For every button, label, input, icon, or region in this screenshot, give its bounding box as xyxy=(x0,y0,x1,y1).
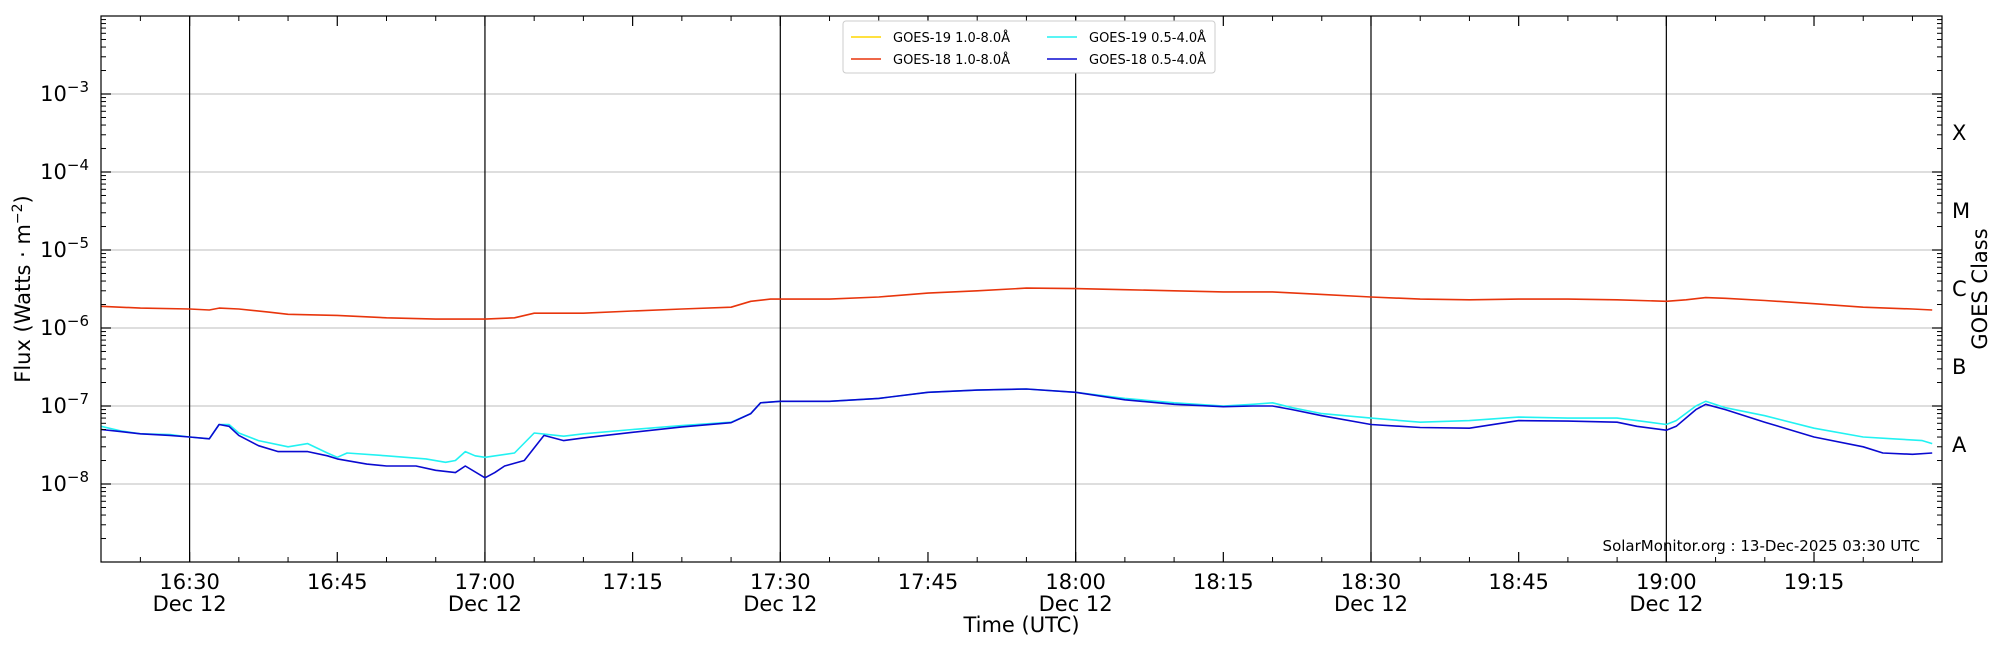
y-tick-label: 10−8 xyxy=(40,468,89,496)
legend-label: GOES-18 0.5-4.0Å xyxy=(1089,52,1206,68)
y-tick-label: 10−5 xyxy=(40,234,89,262)
x-tick-time-label: 18:15 xyxy=(1193,570,1254,594)
x-tick-time-label: 16:45 xyxy=(307,570,368,594)
series-layer xyxy=(100,287,1933,479)
y-tick-base: 10 xyxy=(40,82,67,106)
y-axis-title: Flux (Watts · m−2) xyxy=(10,195,35,383)
goes-class-B: B xyxy=(1952,355,1966,379)
y-tick-label: 10−7 xyxy=(40,390,89,418)
y-axis-title-main: Flux (Watts · m xyxy=(11,224,35,383)
legend-label: GOES-19 0.5-4.0Å xyxy=(1089,30,1206,46)
y-tick-base: 10 xyxy=(40,472,67,496)
y-ticks: 10−810−710−610−510−410−3 xyxy=(40,19,1942,540)
legend-box xyxy=(842,20,1216,74)
legend-label: GOES-19 1.0-8.0Å xyxy=(893,30,1010,46)
x-tick-date-label: Dec 12 xyxy=(448,592,522,616)
x-tick-date-label: Dec 12 xyxy=(1039,592,1113,616)
grid-layer xyxy=(101,93,1942,485)
y-tick-exponent: −6 xyxy=(67,312,89,330)
credit-text: SolarMonitor.org : 13-Dec-2025 03:30 UTC xyxy=(1603,537,1920,555)
y-tick-base: 10 xyxy=(40,316,67,340)
goes-class-labels: A B C M X xyxy=(1952,121,1970,457)
x-tick-time-label: 17:30 xyxy=(750,570,811,594)
legend-label: GOES-18 1.0-8.0Å xyxy=(893,52,1010,68)
goes-class-M: M xyxy=(1952,199,1970,223)
date-vlines xyxy=(189,16,1667,562)
x-tick-time-label: 17:00 xyxy=(455,570,516,594)
y-tick-base: 10 xyxy=(40,394,67,418)
y-tick-exponent: −3 xyxy=(67,78,89,96)
x-tick-time-label: 16:30 xyxy=(159,570,220,594)
y-tick-label: 10−4 xyxy=(40,156,89,184)
y-tick-base: 10 xyxy=(40,238,67,262)
x-tick-time-label: 18:30 xyxy=(1341,570,1402,594)
x-axis-title: Time (UTC) xyxy=(962,613,1079,637)
x-tick-time-label: 18:00 xyxy=(1045,570,1106,594)
plot-frame xyxy=(100,15,1943,563)
x-tick-date-label: Dec 12 xyxy=(1334,592,1408,616)
y-tick-exponent: −7 xyxy=(67,390,89,408)
series-line-goes-18-1-0-8-0- xyxy=(100,287,1933,320)
goes-class-axis-title: GOES Class xyxy=(1968,228,1992,349)
y-tick-exponent: −8 xyxy=(67,468,89,486)
y-tick-label: 10−3 xyxy=(40,78,89,106)
x-tick-time-label: 17:45 xyxy=(898,570,959,594)
x-tick-time-label: 19:15 xyxy=(1784,570,1845,594)
y-axis-title-exponent: −2 xyxy=(10,203,26,224)
series-line-goes-19-0-5-4-0- xyxy=(100,388,1933,464)
y-axis-title-close: ) xyxy=(11,195,35,203)
x-tick-date-label: Dec 12 xyxy=(153,592,227,616)
y-tick-exponent: −5 xyxy=(67,234,89,252)
legend: GOES-19 1.0-8.0Å GOES-18 1.0-8.0Å GOES-19 … xyxy=(842,20,1216,74)
x-tick-time-label: 17:15 xyxy=(602,570,663,594)
x-tick-date-label: Dec 12 xyxy=(1629,592,1703,616)
x-tick-time-label: 18:45 xyxy=(1488,570,1549,594)
goes-class-A: A xyxy=(1952,433,1967,457)
y-tick-base: 10 xyxy=(40,160,67,184)
y-tick-label: 10−6 xyxy=(40,312,89,340)
goes-class-X: X xyxy=(1952,121,1966,145)
y-tick-exponent: −4 xyxy=(67,156,89,174)
x-tick-date-label: Dec 12 xyxy=(743,592,817,616)
x-tick-time-label: 19:00 xyxy=(1636,570,1697,594)
series-line-goes-18-0-5-4-0- xyxy=(100,388,1933,479)
goes-class-C: C xyxy=(1952,277,1967,301)
